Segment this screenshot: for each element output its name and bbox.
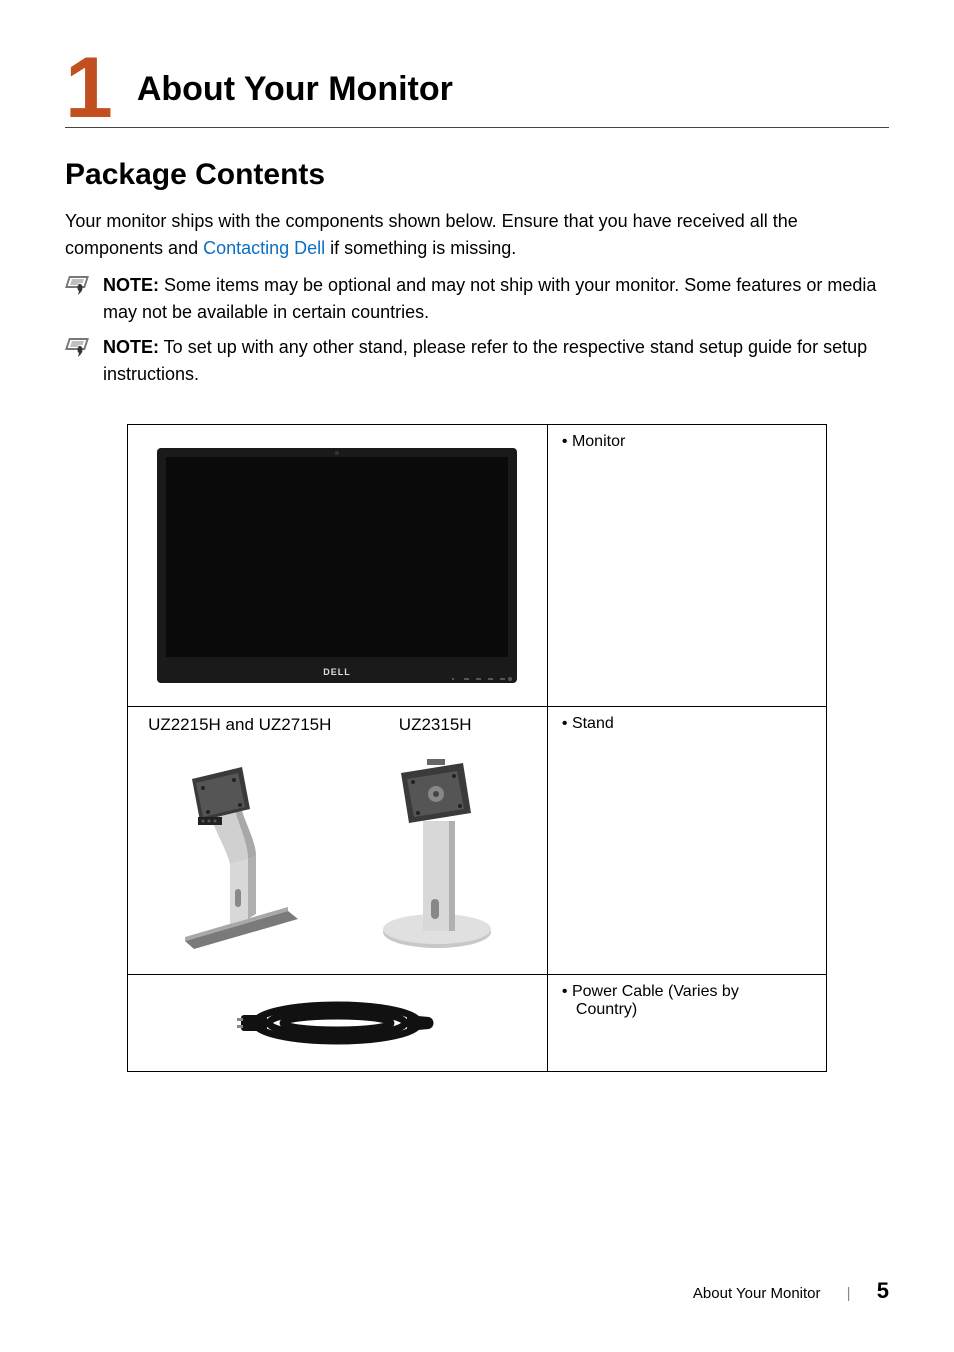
page-footer: About Your Monitor | 5: [693, 1278, 889, 1304]
stand-desc-cell: Stand: [547, 707, 826, 975]
monitor-desc-cell: Monitor: [547, 425, 826, 707]
stand-a-label: UZ2215H and UZ2715H: [142, 715, 337, 735]
stand-image-cell: UZ2215H and UZ2715H: [128, 707, 548, 975]
list-item: Stand: [562, 715, 812, 733]
stand-b-label: UZ2315H: [337, 715, 532, 735]
note-body: To set up with any other stand, please r…: [103, 337, 867, 384]
monitor-image-cell: DELL: [128, 425, 548, 707]
cable-image-cell: [128, 975, 548, 1072]
monitor-icon: DELL: [152, 443, 522, 688]
note-icon: [65, 336, 89, 358]
cable-desc-line2: Country): [576, 1001, 812, 1019]
table-row: DELL Monitor: [128, 425, 827, 707]
chapter-number: 1: [65, 50, 109, 127]
contacting-dell-link[interactable]: Contacting Dell: [203, 238, 325, 258]
note-text-1: NOTE: Some items may be optional and may…: [103, 272, 889, 326]
cable-desc-cell: Power Cable (Varies byCountry): [547, 975, 826, 1072]
stand-a-icon: [170, 749, 310, 949]
intro-paragraph: Your monitor ships with the components s…: [65, 208, 889, 262]
cable-desc-line1: Power Cable (Varies by: [572, 983, 739, 1000]
note-label: NOTE:: [103, 337, 159, 357]
intro-text-2: if something is missing.: [325, 238, 516, 258]
chapter-header: 1 About Your Monitor: [65, 50, 889, 128]
note-row-1: NOTE: Some items may be optional and may…: [65, 272, 889, 326]
note-icon: [65, 274, 89, 296]
table-row: Power Cable (Varies byCountry): [128, 975, 827, 1072]
package-contents-table: DELL Monitor UZ2215H and UZ2715H: [127, 424, 827, 1072]
stand-b-icon: [365, 749, 505, 949]
note-body: Some items may be optional and may not s…: [103, 275, 876, 322]
note-text-2: NOTE: To set up with any other stand, pl…: [103, 334, 889, 388]
chapter-title: About Your Monitor: [137, 70, 453, 127]
power-cable-icon: [237, 995, 437, 1051]
note-label: NOTE:: [103, 275, 159, 295]
svg-text:DELL: DELL: [324, 667, 352, 677]
note-row-2: NOTE: To set up with any other stand, pl…: [65, 334, 889, 388]
section-title: Package Contents: [65, 158, 889, 192]
list-item: Monitor: [562, 433, 812, 451]
page-number: 5: [877, 1278, 889, 1303]
footer-section-name: About Your Monitor: [693, 1285, 821, 1302]
footer-divider: |: [847, 1285, 851, 1302]
table-row: UZ2215H and UZ2715H: [128, 707, 827, 975]
list-item: Power Cable (Varies byCountry): [562, 983, 812, 1019]
